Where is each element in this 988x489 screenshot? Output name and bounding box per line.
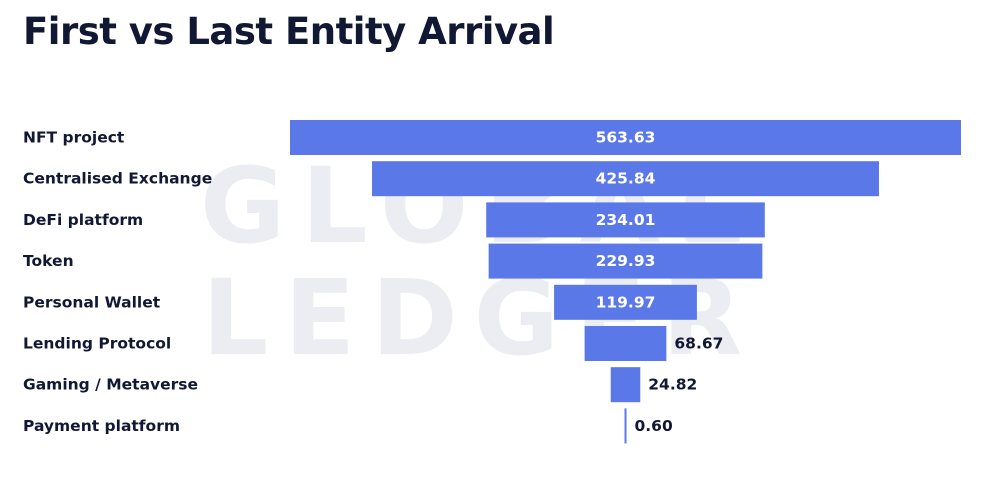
value-label: 563.63 <box>596 129 656 147</box>
value-label: 119.97 <box>596 293 656 311</box>
category-label: Token <box>23 252 74 270</box>
category-labels: NFT project Centralised Exchange DeFi plat… <box>23 129 212 435</box>
category-label: NFT project <box>23 129 125 147</box>
value-label: 68.67 <box>674 335 723 353</box>
bar <box>372 161 879 197</box>
bar <box>488 243 763 279</box>
value-labels: 563.63 425.84 234.01 229.93 119.97 68.67 24.82… <box>596 129 724 435</box>
value-label: 234.01 <box>596 211 656 229</box>
category-label: Personal Wallet <box>23 293 161 311</box>
category-label: Lending Protocol <box>23 335 171 353</box>
value-label: 24.82 <box>648 376 697 394</box>
chart-title: First vs Last Entity Arrival <box>23 10 555 53</box>
bars <box>290 120 961 444</box>
value-label: 425.84 <box>596 170 656 188</box>
value-label: 0.60 <box>635 417 673 435</box>
bar <box>610 367 641 403</box>
bar <box>290 120 961 155</box>
category-label: DeFi platform <box>23 211 143 229</box>
bar <box>584 326 667 361</box>
category-label: Payment platform <box>23 417 180 435</box>
value-label: 229.93 <box>596 252 656 270</box>
category-label: Gaming / Metaverse <box>23 376 198 394</box>
category-label: Centralised Exchange <box>23 170 212 188</box>
bar <box>486 202 765 238</box>
bar <box>624 408 627 444</box>
bar <box>554 284 697 320</box>
